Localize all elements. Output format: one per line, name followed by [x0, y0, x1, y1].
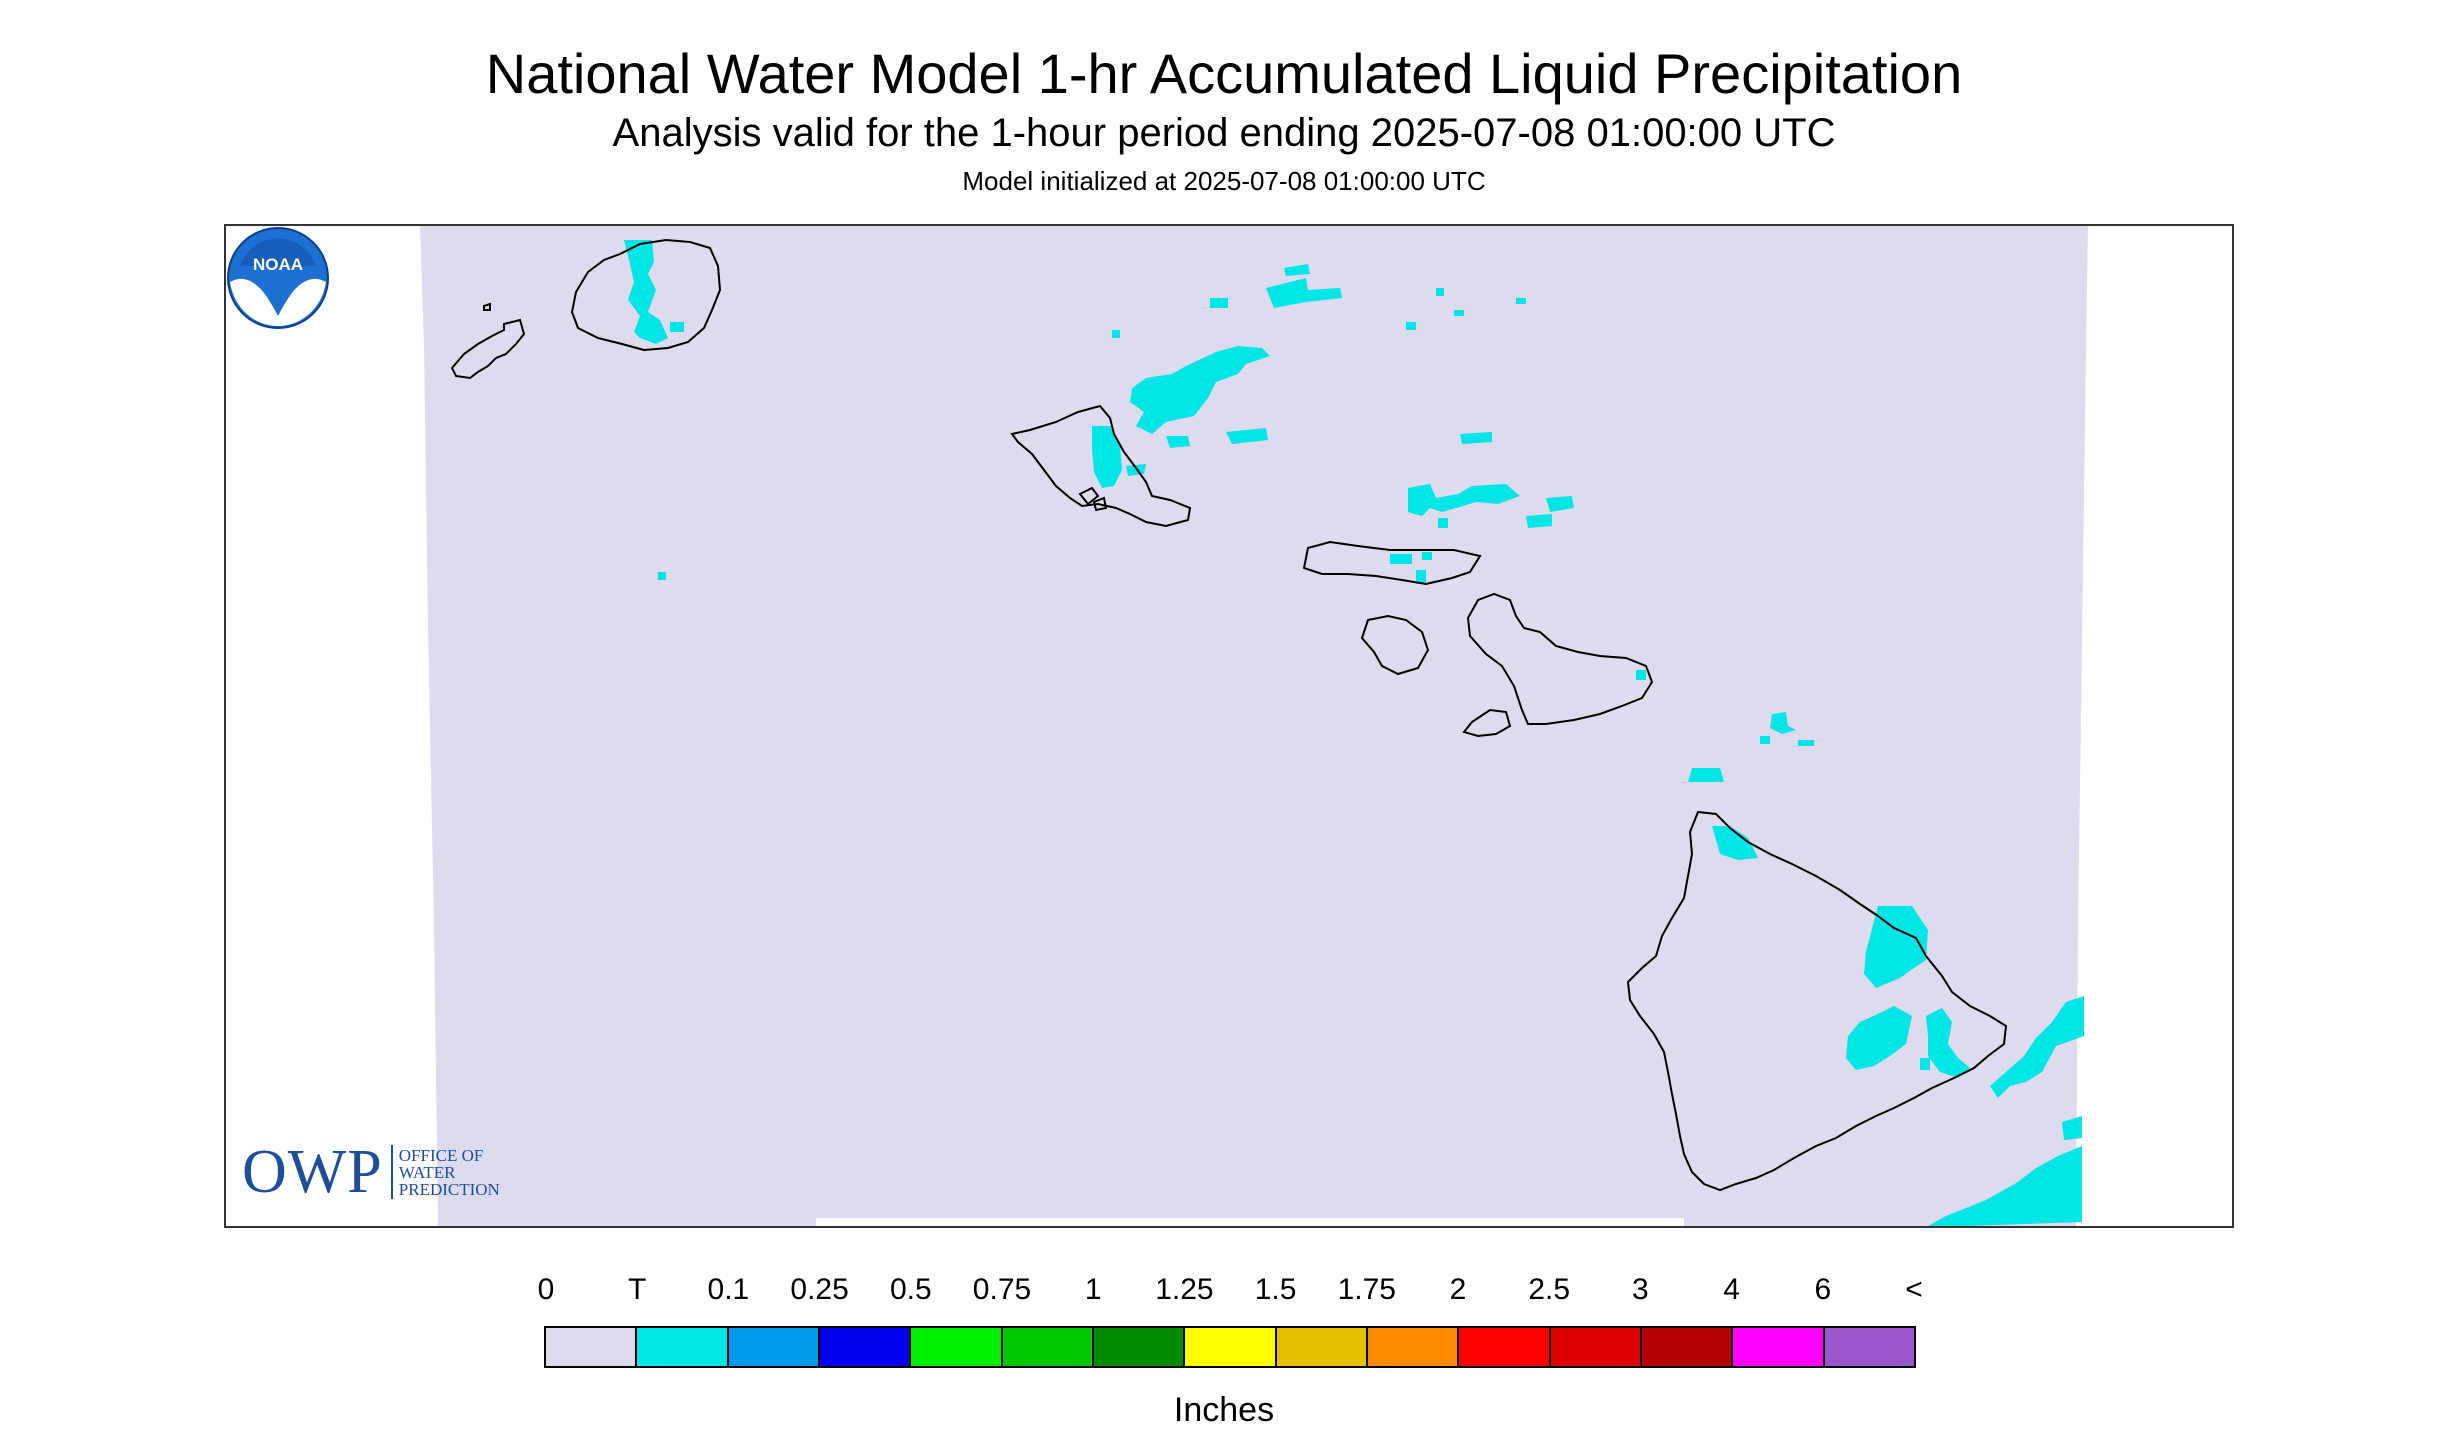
legend-swatch — [1367, 1328, 1460, 1366]
legend-swatch — [1276, 1328, 1368, 1366]
legend-tick-label: 1.25 — [1155, 1273, 1214, 1306]
precipitation-map — [420, 226, 2088, 1226]
legend-swatch — [1459, 1328, 1551, 1366]
island-hawaii — [1626, 810, 2008, 1192]
island-outlines — [450, 238, 2008, 1192]
precip-trace-areas — [624, 240, 2084, 1226]
island-lanai — [1360, 614, 1430, 676]
legend-tick-label: 0.1 — [707, 1273, 750, 1306]
legend-swatch — [1824, 1328, 1914, 1366]
legend-swatch — [637, 1328, 729, 1366]
island-kauai — [570, 238, 722, 352]
legend-swatch — [1733, 1328, 1825, 1366]
legend-tick-label: 0 — [537, 1273, 555, 1306]
owp-logo-line1: OFFICE OF — [398, 1145, 484, 1165]
island-maui — [1466, 592, 1654, 725]
legend-tick-label: 2.5 — [1528, 1273, 1571, 1306]
owp-logo-divider — [390, 1145, 393, 1199]
legend-tick-label: T — [628, 1273, 647, 1306]
noaa-logo-text: NOAA — [253, 255, 303, 274]
legend-tick-label: < — [1905, 1273, 1923, 1306]
legend-swatch — [1002, 1328, 1094, 1366]
legend-tick-label: 2 — [1449, 1273, 1467, 1306]
legend-tick-label: 1 — [1084, 1273, 1102, 1306]
island-oahu — [1010, 404, 1192, 528]
owp-logo: OWP OFFICE OF WATER PREDICTION — [242, 1138, 500, 1206]
legend-labels: 0 T 0.1 0.25 0.5 0.75 1 1.25 1.5 1.75 2 2.5 3 4 6 < — [0, 1272, 2448, 1312]
legend-swatch — [911, 1328, 1003, 1366]
island-molokai — [1302, 540, 1482, 586]
owp-logo-text: OFFICE OF WATER PREDICTION — [399, 1147, 500, 1198]
noaa-logo: NOAA — [227, 227, 329, 329]
owp-logo-line3: PREDICTION — [398, 1179, 500, 1199]
legend-swatch — [819, 1328, 912, 1366]
legend-color-bar — [544, 1326, 1916, 1368]
legend-swatch — [728, 1328, 820, 1366]
legend-tick-label: 0.5 — [889, 1273, 932, 1306]
legend-tick-label: 1.5 — [1254, 1273, 1297, 1306]
legend-unit-label: Inches — [1173, 1391, 1275, 1429]
legend-tick-label: 4 — [1723, 1273, 1740, 1306]
legend-tick-label: 6 — [1814, 1273, 1832, 1306]
legend-swatch — [1550, 1328, 1642, 1366]
owp-logo-letters: OWP — [242, 1138, 383, 1206]
model-init-text: Model initialized at 2025-07-08 01:00:00… — [962, 166, 1486, 196]
island-niihau — [450, 318, 526, 380]
legend-swatch — [1185, 1328, 1277, 1366]
legend-swatch — [1641, 1328, 1734, 1366]
island-kahoolawe — [1462, 708, 1512, 738]
legend-tick-label: 0.75 — [972, 1273, 1032, 1306]
legend-tick-label: 1.75 — [1337, 1273, 1396, 1306]
legend-swatch — [546, 1328, 638, 1366]
map-title: National Water Model 1-hr Accumulated Li… — [485, 42, 1963, 105]
owp-logo-line2: WATER — [398, 1162, 456, 1182]
model-domain — [420, 226, 2088, 1226]
legend-tick-label: 0.25 — [790, 1273, 849, 1306]
map-subtitle: Analysis valid for the 1-hour period end… — [612, 111, 1836, 155]
legend-tick-label: 3 — [1632, 1273, 1649, 1306]
map-panel: OWP OFFICE OF WATER PREDICTION NOAA — [224, 224, 2234, 1228]
legend-swatch — [1093, 1328, 1186, 1366]
